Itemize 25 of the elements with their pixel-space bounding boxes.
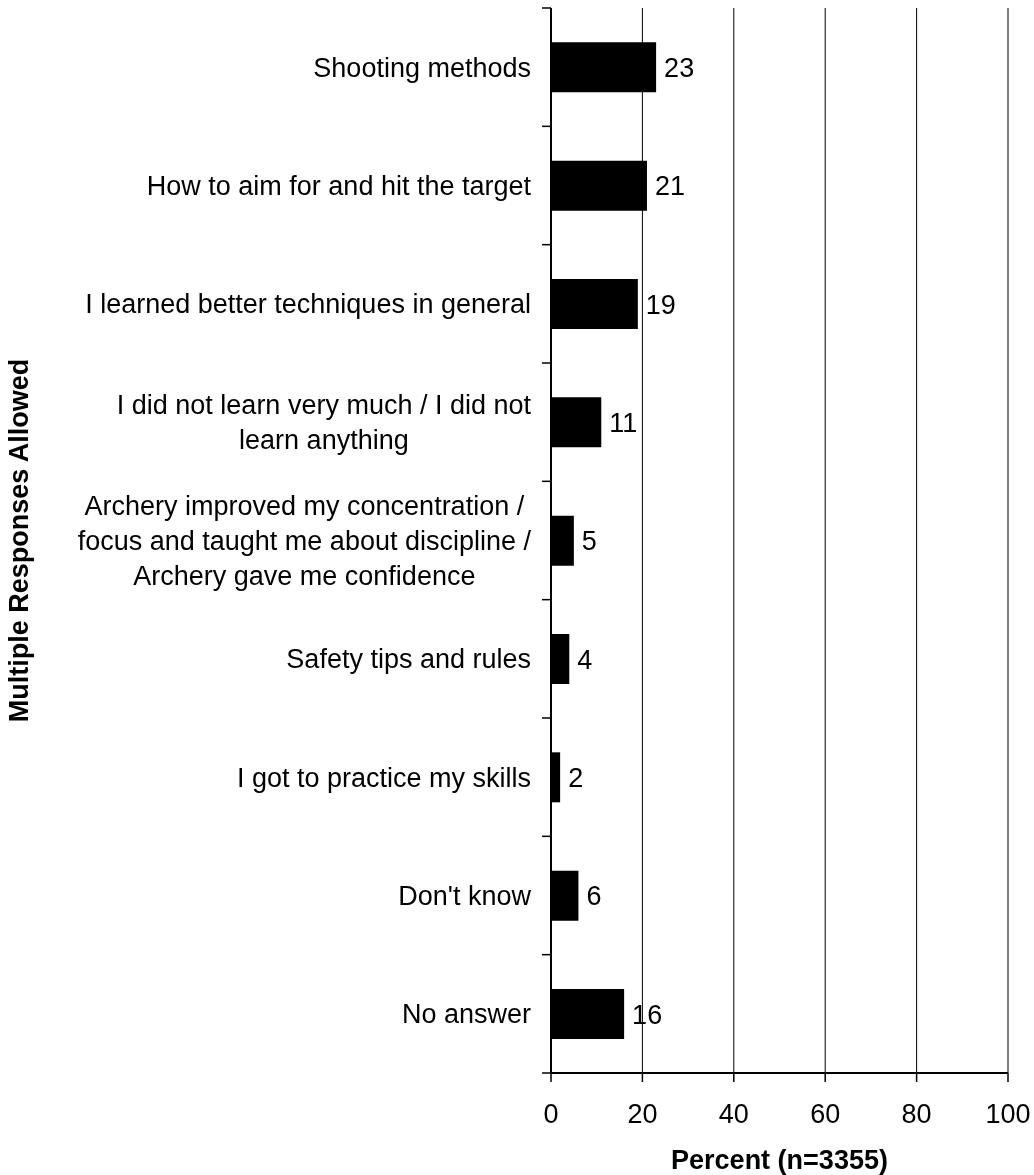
data-label: 5 — [581, 526, 597, 557]
x-tick-label: 60 — [810, 1099, 841, 1130]
x-tick-label: 80 — [901, 1099, 932, 1130]
y-tick-label: I did not learn very much / I did not learn anything — [116, 390, 532, 456]
y-tick-label: Safety tips and rules — [286, 644, 531, 675]
x-tick-label: 20 — [627, 1099, 658, 1130]
y-tick-label: Don't know — [398, 880, 532, 911]
data-label: 11 — [609, 407, 638, 438]
y-tick-label: I learned better techniques in general — [85, 289, 531, 320]
y-tick-label: Shooting methods — [313, 52, 531, 83]
y-tick-label: No answer — [401, 999, 531, 1030]
x-axis-title: Percent (n=3355) — [671, 1145, 888, 1175]
y-tick-label: Archery improved my concentration / focus and taught me about discipline / Archery gave me confidence — [77, 490, 532, 591]
data-label: 6 — [586, 881, 602, 912]
data-label: 23 — [664, 52, 695, 83]
data-label: 4 — [577, 644, 593, 675]
y-tick-label: I got to practice my skills — [236, 762, 531, 793]
y-axis-title: Multiple Responses Allowed — [4, 358, 35, 723]
data-label: 2 — [568, 762, 584, 793]
y-tick-label: How to aim for and hit the target — [146, 170, 532, 201]
x-tick-label: 40 — [718, 1099, 749, 1130]
x-tick-label: 0 — [543, 1099, 559, 1130]
x-tick-label: 100 — [985, 1099, 1031, 1130]
data-label: 21 — [654, 171, 686, 202]
data-label: 19 — [645, 289, 676, 320]
